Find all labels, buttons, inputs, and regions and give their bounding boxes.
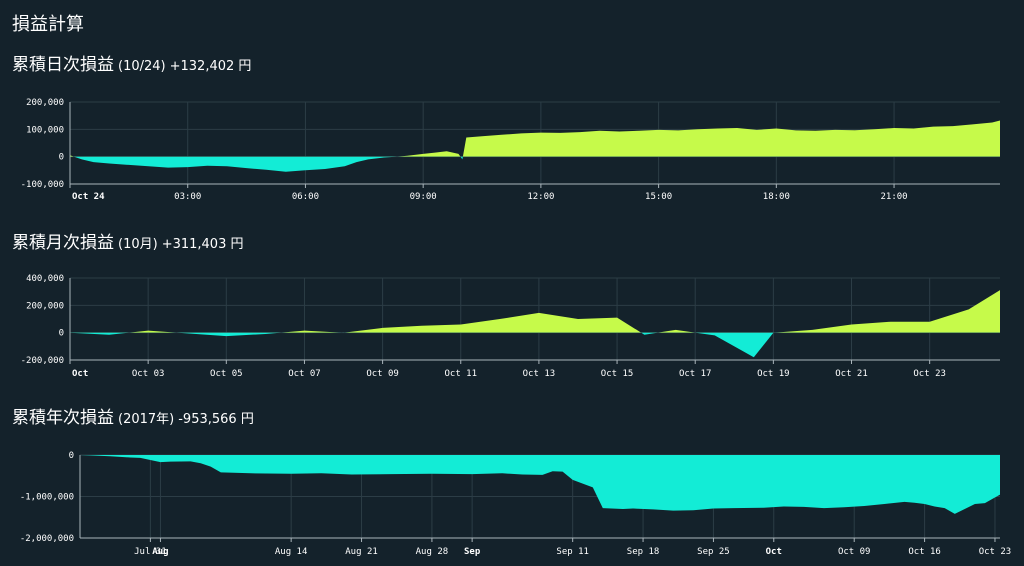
- x-tick-label: Oct 23: [979, 547, 1012, 557]
- y-tick-label: -200,000: [21, 356, 64, 366]
- y-tick-label: 0: [59, 329, 64, 339]
- y-tick-label: 400,000: [26, 274, 64, 284]
- yearly-value: -953,566 円: [178, 412, 254, 427]
- page-title: 損益計算: [12, 14, 84, 35]
- yearly-subtitle: (2017年): [118, 412, 175, 427]
- negative-area: [80, 455, 1000, 514]
- x-tick-label: Aug: [152, 547, 168, 557]
- x-tick-label: 21:00: [881, 192, 908, 202]
- x-tick-label: Sep 11: [556, 547, 589, 557]
- y-tick-label: 100,000: [26, 125, 64, 135]
- x-tick-label: Jul 31: [134, 547, 167, 557]
- yearly-title: 累積年次損益: [12, 408, 114, 428]
- daily-pnl-chart: 200,000 100,000 0 -100,000 Oct 24 03:00 06:00 0…: [21, 98, 1000, 202]
- negative-area: [70, 332, 1000, 358]
- y-tick-label: 0: [59, 153, 64, 163]
- x-tick-label: Oct 15: [601, 369, 634, 379]
- x-tick-label: 15:00: [645, 192, 672, 202]
- x-tick-label: Sep 25: [697, 547, 730, 557]
- x-tick-label: Oct 21: [835, 369, 868, 379]
- y-tick-label: 0: [69, 451, 74, 461]
- x-tick-label: Oct: [72, 369, 88, 379]
- x-tick-label: Oct 09: [838, 547, 871, 557]
- daily-subtitle: (10/24): [118, 59, 166, 74]
- x-tick-label: Oct 23: [913, 369, 946, 379]
- y-tick-label: -1,000,000: [20, 493, 74, 503]
- x-tick-label: 12:00: [527, 192, 554, 202]
- x-tick-label: Oct 05: [210, 369, 243, 379]
- daily-title: 累積日次損益: [12, 55, 114, 75]
- x-tick-label: Oct: [766, 547, 782, 557]
- x-tick-label: Aug 21: [345, 547, 378, 557]
- x-tick-label: Oct 09: [366, 369, 399, 379]
- x-tick-label: Sep 18: [627, 547, 660, 557]
- x-tick-label: 03:00: [174, 192, 201, 202]
- daily-value: +132,402 円: [169, 59, 252, 74]
- y-tick-label: -2,000,000: [20, 534, 74, 544]
- x-tick-label: Aug 14: [275, 547, 308, 557]
- x-tick-label: Aug 28: [416, 547, 449, 557]
- x-tick-label: Oct 19: [757, 369, 790, 379]
- x-tick-label: 06:00: [292, 192, 319, 202]
- yearly-section-title: 累積年次損益 (2017年) -953,566 円: [12, 403, 254, 428]
- monthly-value: +311,403 円: [161, 237, 244, 252]
- x-tick-label: 09:00: [410, 192, 437, 202]
- x-tick-label: Oct 03: [132, 369, 165, 379]
- x-tick-label: Oct 07: [288, 369, 321, 379]
- negative-area: [70, 156, 1000, 172]
- x-tick-label: Oct 16: [908, 547, 941, 557]
- y-tick-label: -100,000: [21, 180, 64, 190]
- x-tick-label: Oct 13: [523, 369, 556, 379]
- x-tick-label: Oct 11: [444, 369, 477, 379]
- x-tick-label: Oct 24: [72, 192, 105, 202]
- positive-area: [128, 290, 1000, 333]
- x-tick-label: Sep: [464, 547, 481, 557]
- daily-section-title: 累積日次損益 (10/24) +132,402 円: [12, 50, 251, 75]
- positive-area: [70, 120, 1000, 157]
- y-tick-label: 200,000: [26, 301, 64, 311]
- x-tick-label: Oct 17: [679, 369, 712, 379]
- monthly-title: 累積月次損益: [12, 233, 114, 253]
- monthly-pnl-chart: 400,000 200,000 0 -200,000 Oct Oct 03 Oct 05 Oc…: [21, 274, 1000, 379]
- y-tick-label: 200,000: [26, 98, 64, 108]
- monthly-section-title: 累積月次損益 (10月) +311,403 円: [12, 228, 243, 253]
- monthly-subtitle: (10月): [118, 237, 158, 252]
- x-tick-label: 18:00: [763, 192, 790, 202]
